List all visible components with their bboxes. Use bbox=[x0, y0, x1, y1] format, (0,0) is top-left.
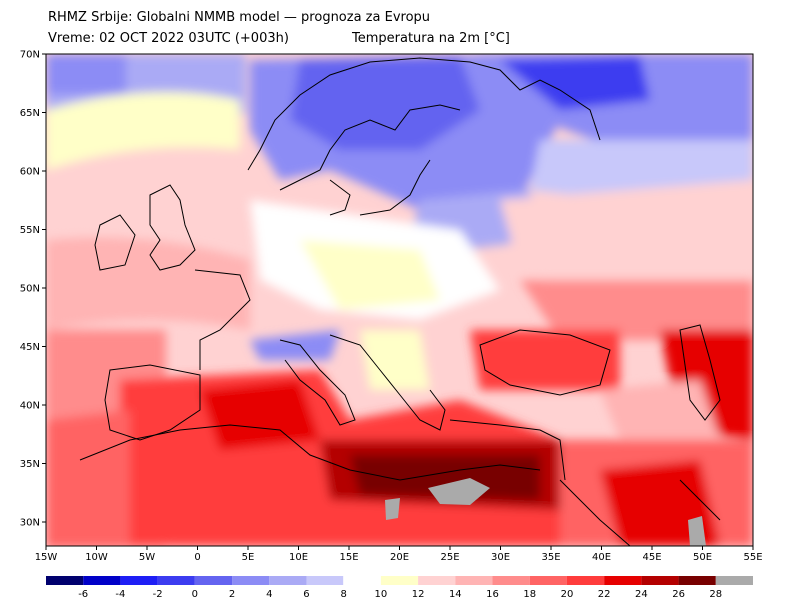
lon-label: 5E bbox=[242, 552, 255, 563]
lon-label: 50E bbox=[693, 552, 712, 563]
lat-label: 60N bbox=[20, 167, 40, 178]
legend-label: 20 bbox=[561, 589, 574, 600]
lon-label: 0 bbox=[194, 552, 200, 563]
legend-swatch bbox=[232, 576, 270, 585]
legend-label: -4 bbox=[115, 589, 125, 600]
legend-swatch bbox=[641, 576, 679, 585]
legend-swatch bbox=[418, 576, 456, 585]
legend-label: 16 bbox=[486, 589, 499, 600]
lat-label: 70N bbox=[20, 50, 40, 61]
legend: -6 -4 -2 0 2 4 6 8 10 12 14 16 18 20 22 24 26 28 bbox=[46, 575, 753, 600]
legend-swatch bbox=[492, 576, 530, 585]
lat-label: 35N bbox=[20, 459, 40, 470]
coastlines bbox=[79, 57, 721, 546]
temperature-field bbox=[46, 54, 753, 546]
legend-swatch bbox=[269, 576, 307, 585]
lat-label: 40N bbox=[20, 401, 40, 412]
lon-label: 10W bbox=[85, 552, 108, 563]
lon-label: 15E bbox=[339, 552, 358, 563]
legend-label: 24 bbox=[635, 589, 648, 600]
legend-label: 8 bbox=[340, 589, 346, 600]
parameter-label: Temperatura na 2m [°C] bbox=[352, 31, 510, 46]
latitude-axis: 70N 65N 60N 55N 50N 45N 40N 35N 30N bbox=[20, 50, 46, 529]
legend-label: 4 bbox=[266, 589, 272, 600]
legend-swatch bbox=[306, 576, 344, 585]
legend-swatch bbox=[455, 576, 493, 585]
lon-label: 15W bbox=[35, 552, 58, 563]
lat-label: 30N bbox=[20, 518, 40, 529]
legend-label: 14 bbox=[449, 589, 462, 600]
lon-label: 35E bbox=[541, 552, 560, 563]
legend-label: 6 bbox=[303, 589, 309, 600]
legend-label: 0 bbox=[192, 589, 198, 600]
lon-label: 30E bbox=[491, 552, 510, 563]
legend-label: -2 bbox=[153, 589, 163, 600]
lon-label: 5W bbox=[139, 552, 155, 563]
legend-swatch bbox=[120, 576, 158, 585]
lon-label: 20E bbox=[390, 552, 409, 563]
legend-swatch bbox=[529, 576, 567, 585]
legend-swatch bbox=[604, 576, 642, 585]
legend-swatch bbox=[566, 576, 605, 585]
valid-time: Vreme: 02 OCT 2022 03UTC (+003h) bbox=[48, 31, 289, 46]
legend-label: 26 bbox=[672, 589, 685, 600]
lon-label: 45E bbox=[642, 552, 661, 563]
legend-label: 18 bbox=[523, 589, 536, 600]
lon-label: 25E bbox=[440, 552, 459, 563]
legend-swatch bbox=[83, 576, 121, 585]
legend-swatch bbox=[157, 576, 195, 585]
legend-swatch bbox=[46, 576, 84, 585]
legend-swatch bbox=[194, 576, 233, 585]
lon-label: 55E bbox=[743, 552, 762, 563]
legend-label: 28 bbox=[709, 589, 722, 600]
lon-label: 40E bbox=[592, 552, 611, 563]
legend-label: 2 bbox=[229, 589, 235, 600]
legend-swatch bbox=[343, 575, 382, 586]
legend-swatch bbox=[678, 576, 716, 585]
legend-swatch bbox=[380, 576, 419, 585]
lon-label: 10E bbox=[289, 552, 308, 563]
lat-label: 45N bbox=[20, 342, 40, 353]
legend-label: -6 bbox=[78, 589, 88, 600]
longitude-axis: 15W 10W 5W 0 5E 10E 15E 20E 25E 30E 35E 40E 45E 50E 55… bbox=[35, 546, 763, 563]
lat-label: 65N bbox=[20, 108, 40, 119]
map-title: RHMZ Srbije: Globalni NMMB model — progn… bbox=[48, 10, 431, 25]
legend-swatch bbox=[715, 576, 753, 585]
lat-label: 55N bbox=[20, 225, 40, 236]
legend-label: 12 bbox=[412, 589, 425, 600]
lat-label: 50N bbox=[20, 284, 40, 295]
legend-label: 22 bbox=[598, 589, 611, 600]
legend-label: 10 bbox=[375, 589, 388, 600]
